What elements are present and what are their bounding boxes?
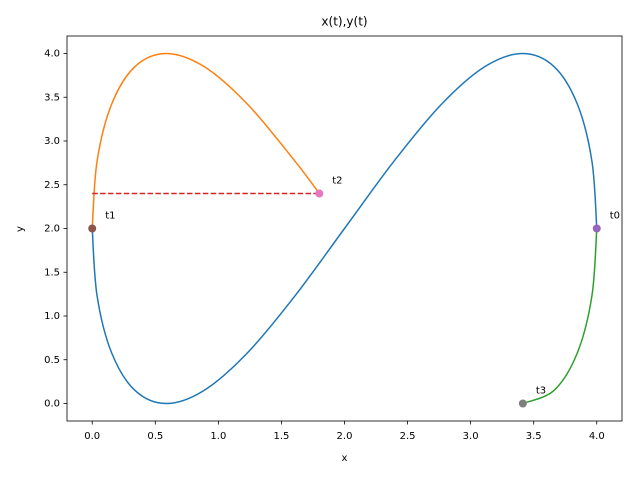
series-line bbox=[522, 228, 598, 405]
point bbox=[592, 224, 601, 233]
y-axis-label: y bbox=[15, 226, 26, 232]
y-tick-label: 0.5 bbox=[44, 355, 60, 366]
series-line bbox=[91, 52, 598, 405]
annotation: t2 bbox=[332, 176, 342, 187]
annotation: t3 bbox=[536, 386, 546, 397]
y-tick-label: 3.5 bbox=[44, 92, 60, 103]
y-tick-label: 4.0 bbox=[44, 49, 60, 60]
x-tick-label: 1.0 bbox=[210, 431, 226, 442]
x-tick-label: 2.0 bbox=[337, 431, 353, 442]
x-tick-label: 0.5 bbox=[147, 431, 163, 442]
y-tick-label: 3.0 bbox=[44, 136, 60, 147]
y-tick-label: 1.5 bbox=[44, 267, 60, 278]
annotation: t0 bbox=[610, 211, 620, 222]
x-tick-label: 2.5 bbox=[400, 431, 416, 442]
x-tick-label: 0.0 bbox=[84, 431, 100, 442]
point bbox=[315, 189, 324, 198]
plot-frame bbox=[66, 35, 623, 422]
y-tick-label: 2.0 bbox=[44, 224, 60, 235]
x-tick-label: 4.0 bbox=[589, 431, 605, 442]
x-axis-label: x bbox=[342, 453, 348, 464]
y-tick-label: 2.5 bbox=[44, 180, 60, 191]
point bbox=[518, 399, 527, 408]
y-tick-label: 0.0 bbox=[44, 399, 60, 410]
x-tick-label: 3.0 bbox=[463, 431, 479, 442]
point bbox=[88, 224, 97, 233]
x-tick-label: 3.5 bbox=[526, 431, 542, 442]
series-line bbox=[91, 52, 320, 229]
chart-title: x(t),y(t) bbox=[321, 15, 367, 29]
annotation: t1 bbox=[105, 211, 115, 222]
y-tick-label: 1.0 bbox=[44, 311, 60, 322]
x-tick-label: 1.5 bbox=[273, 431, 289, 442]
